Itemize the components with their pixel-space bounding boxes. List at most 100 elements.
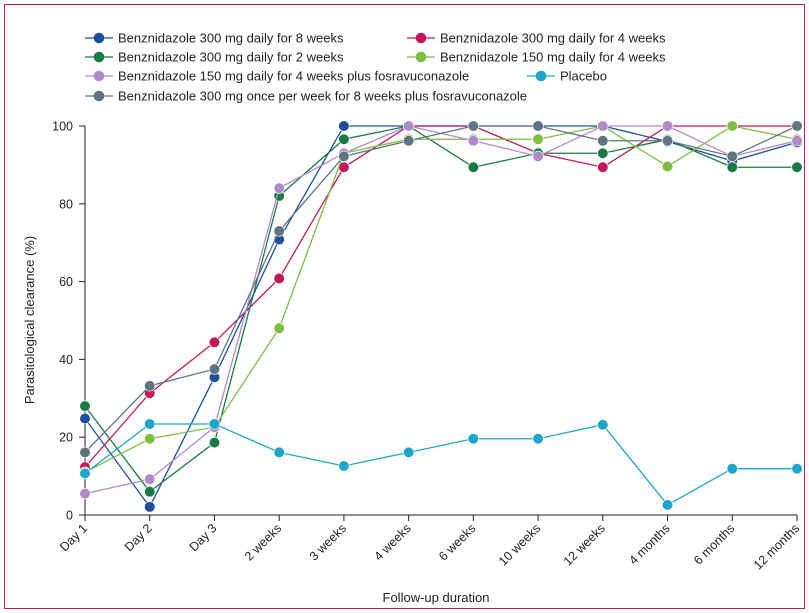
- x-tick-label: 12 months: [751, 521, 802, 572]
- legend-marker: [93, 32, 105, 44]
- legend-item: Benznidazole 150 mg daily for 4 weeks pl…: [85, 69, 469, 84]
- y-tick-label: 80: [59, 197, 73, 211]
- data-point: [273, 182, 285, 194]
- x-ticks: Day 1 Day 2 Day 3 2 weeks 3 weeks 4 weeks 6 we…: [57, 515, 802, 572]
- legend-item: Benznidazole 300 mg daily for 8 weeks: [85, 31, 344, 46]
- series-line: [84, 125, 798, 495]
- x-tick-label: Day 1: [57, 521, 90, 554]
- y-ticks: 0 20 40 60 80 100: [52, 120, 85, 523]
- series-line: [84, 423, 797, 506]
- series-2: [79, 120, 803, 498]
- legend-marker: [93, 90, 105, 102]
- y-tick-label: 60: [59, 275, 73, 289]
- legend-item: Benznidazole 150 mg daily for 4 weeks: [407, 50, 666, 65]
- data-point: [791, 463, 803, 475]
- legend-marker: [93, 51, 105, 63]
- data-point: [273, 272, 285, 285]
- x-tick-label: 4 weeks: [371, 521, 413, 563]
- data-point: [467, 120, 479, 132]
- x-tick-label: 6 weeks: [436, 521, 478, 563]
- data-point: [208, 363, 221, 375]
- data-point: [467, 433, 479, 445]
- data-point: [597, 147, 609, 159]
- data-point: [597, 120, 609, 132]
- legend-marker: [93, 70, 105, 82]
- y-tick-label: 20: [59, 431, 73, 445]
- data-point: [273, 225, 285, 237]
- data-point: [273, 446, 285, 458]
- legend-label: Benznidazole 300 mg daily for 2 weeks: [118, 50, 344, 65]
- data-point: [726, 150, 738, 162]
- data-point: [791, 161, 803, 173]
- legend-label: Benznidazole 300 mg daily for 8 weeks: [118, 31, 344, 46]
- data-point: [79, 467, 91, 479]
- data-point: [208, 437, 221, 449]
- data-point: [144, 473, 156, 485]
- data-point: [144, 486, 156, 498]
- x-tick-label: 10 weeks: [496, 521, 543, 568]
- data-point: [661, 120, 674, 132]
- legend-item: Benznidazole 300 mg daily for 4 weeks: [407, 31, 666, 46]
- data-point: [661, 160, 674, 173]
- data-point: [79, 412, 91, 425]
- data-point: [79, 446, 91, 458]
- data-point: [338, 133, 350, 145]
- axes: 0 20 40 60 80 100 Day 1 Day 2 Day 3 2 weeks 3 wee…: [22, 120, 802, 606]
- series-line: [84, 125, 798, 509]
- data-point: [403, 135, 415, 147]
- legend-marker: [415, 51, 427, 63]
- legend-item: Placebo: [527, 69, 607, 84]
- legend-label: Benznidazole 150 mg daily for 4 weeks: [440, 50, 666, 65]
- data-point: [403, 446, 415, 458]
- data-point: [144, 418, 156, 430]
- data-point: [79, 400, 91, 412]
- data-point: [338, 460, 350, 472]
- legend-marker: [415, 32, 427, 44]
- figure-frame: [4, 4, 805, 609]
- data-point: [467, 161, 479, 173]
- legend-label: Benznidazole 300 mg daily for 4 weeks: [440, 31, 666, 46]
- data-point: [208, 336, 221, 348]
- y-tick-label: 40: [59, 353, 73, 367]
- series-line: [84, 125, 797, 493]
- x-tick-label: 6 months: [691, 521, 737, 567]
- data-point: [532, 433, 544, 445]
- data-point: [597, 419, 609, 431]
- data-point: [532, 150, 544, 162]
- x-tick-label: 3 weeks: [307, 521, 349, 563]
- legend: Benznidazole 300 mg daily for 8 weeks Ben…: [85, 31, 666, 104]
- series-5: [79, 418, 803, 511]
- data-point: [338, 120, 350, 132]
- data-point: [208, 418, 221, 430]
- data-point: [661, 135, 674, 147]
- data-point: [403, 120, 415, 132]
- y-tick-label: 0: [66, 509, 73, 523]
- data-point: [726, 120, 738, 132]
- data-point: [144, 380, 156, 392]
- y-tick-label: 100: [52, 120, 73, 134]
- data-point: [661, 499, 674, 511]
- data-point: [532, 120, 544, 132]
- data-point: [273, 322, 285, 334]
- legend-item: Benznidazole 300 mg daily for 2 weeks: [85, 50, 344, 65]
- series-6: [79, 120, 803, 458]
- series-line: [84, 125, 798, 473]
- series-4: [79, 120, 803, 500]
- plot-area: [79, 120, 803, 513]
- x-tick-label: 2 weeks: [242, 521, 284, 563]
- legend-item: Benznidazole 300 mg once per week for 8 …: [85, 89, 527, 104]
- series-0: [79, 120, 803, 513]
- series-line: [84, 125, 798, 453]
- data-point: [467, 135, 479, 147]
- x-axis-title: Follow-up duration: [383, 590, 490, 605]
- x-tick-label: 12 weeks: [561, 521, 608, 568]
- data-point: [597, 161, 609, 173]
- data-point: [338, 150, 350, 162]
- data-point: [791, 135, 803, 147]
- data-point: [144, 433, 156, 445]
- data-point: [79, 488, 91, 500]
- series-1: [79, 120, 803, 473]
- x-tick-label: Day 2: [122, 521, 155, 554]
- series-line: [84, 125, 797, 468]
